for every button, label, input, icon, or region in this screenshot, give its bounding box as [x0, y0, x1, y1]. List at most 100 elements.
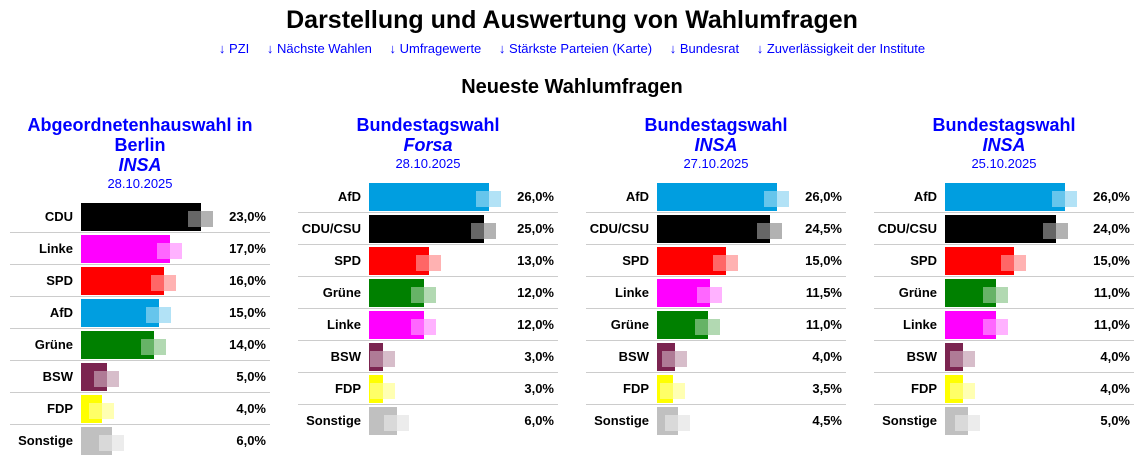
nav-bundesrat[interactable]: ↓ Bundesrat — [669, 41, 740, 56]
margin-inner — [411, 319, 425, 335]
party-value: 13,0% — [514, 244, 558, 277]
margin-inner — [950, 383, 964, 399]
party-row: Grüne 11,0% — [874, 276, 1134, 309]
institute-name[interactable]: Forsa — [403, 135, 453, 155]
party-row: Linke 17,0% — [10, 232, 270, 265]
margin-outer — [777, 191, 789, 207]
institute-name[interactable]: INSA — [694, 135, 738, 155]
margin-outer — [673, 383, 686, 399]
bar-cell — [369, 372, 514, 405]
party-row: BSW 5,0% — [10, 360, 270, 393]
margin-inner — [757, 223, 771, 239]
margin-outer — [963, 351, 976, 367]
poll-date: 27.10.2025 — [683, 156, 749, 171]
margin-outer — [396, 415, 409, 431]
election-title[interactable]: Abgeordnetenhauswahl in Berlin — [27, 115, 253, 155]
party-value: 5,0% — [1100, 413, 1130, 428]
party-row: CDU/CSU 24,5% — [586, 212, 846, 245]
nav-zuverlaessigkeit[interactable]: ↓ Zuverlässigkeit der Institute — [756, 41, 926, 56]
poll-card: Bundestagswahl INSA 27.10.2025 AfD 26,0%… — [586, 115, 846, 436]
party-label: FDP — [298, 372, 369, 405]
margin-outer — [726, 255, 739, 271]
margin-outer — [154, 339, 167, 355]
party-value: 26,0% — [802, 181, 846, 213]
party-value: 3,0% — [514, 340, 558, 373]
party-bar — [945, 215, 1056, 243]
party-row: Grüne 12,0% — [298, 276, 558, 309]
bar-cell — [369, 308, 514, 341]
party-bar — [81, 427, 113, 455]
nav-staerkste-parteien[interactable]: ↓ Stärkste Parteien (Karte) — [498, 41, 653, 56]
party-row: FDP 3,5% — [586, 372, 846, 405]
bar-cell — [369, 405, 514, 437]
margin-inner — [694, 319, 708, 335]
party-label: BSW — [298, 340, 369, 373]
party-bar — [945, 247, 1015, 275]
party-label: BSW — [10, 360, 81, 393]
election-title[interactable]: Bundestagswahl — [932, 115, 1076, 135]
bar-cell — [945, 308, 1090, 341]
party-value: 4,0% — [1090, 372, 1134, 405]
margin-inner — [660, 383, 674, 399]
party-row: SPD 13,0% — [298, 244, 558, 277]
margin-outer — [112, 435, 125, 451]
party-label: FDP — [874, 372, 945, 405]
margin-outer — [424, 287, 437, 303]
nav-umfragewerte[interactable]: ↓ Umfragewerte — [389, 41, 482, 56]
party-bar — [657, 247, 727, 275]
party-value: 4,0% — [226, 392, 270, 425]
margin-outer — [159, 307, 172, 323]
party-label: FDP — [10, 392, 81, 425]
party-bar — [81, 267, 165, 295]
margin-inner — [188, 211, 201, 227]
margin-inner — [383, 415, 397, 431]
margin-inner — [156, 243, 170, 259]
election-title[interactable]: Bundestagswahl — [356, 115, 500, 135]
margin-outer — [677, 415, 690, 431]
margin-inner — [94, 371, 108, 387]
election-title[interactable]: Bundestagswahl — [644, 115, 788, 135]
party-row: BSW 4,0% — [586, 340, 846, 373]
margin-inner — [982, 319, 996, 335]
party-bar — [369, 183, 489, 211]
poll-table: AfD 26,0% CDU/CSU 25,0% SPD 13,0% Grüne 12,… — [298, 181, 558, 436]
bar-cell — [81, 360, 226, 393]
party-label: Sonstige — [882, 413, 937, 428]
margin-outer — [169, 243, 182, 259]
institute-name[interactable]: INSA — [982, 135, 1026, 155]
party-bar — [81, 331, 155, 359]
party-row: SPD 15,0% — [874, 244, 1134, 277]
party-value: 14,0% — [226, 328, 270, 361]
nav-naechste-wahlen[interactable]: ↓ Nächste Wahlen — [266, 41, 372, 56]
bar-cell — [945, 276, 1090, 309]
section-title: Neueste Wahlumfragen — [461, 76, 683, 98]
party-bar — [945, 343, 964, 371]
bar-cell — [81, 425, 226, 457]
party-value: 26,0% — [1090, 181, 1134, 213]
margin-outer — [201, 211, 213, 227]
bar-cell — [81, 392, 226, 425]
party-label: Grüne — [10, 328, 81, 361]
institute-name[interactable]: INSA — [118, 155, 162, 175]
party-label: BSW — [874, 340, 945, 373]
party-bar — [657, 183, 777, 211]
party-label: BSW — [586, 340, 657, 373]
party-row: FDP 4,0% — [874, 372, 1134, 405]
bar-cell — [657, 244, 802, 277]
party-row: AfD 26,0% — [874, 181, 1134, 213]
party-bar — [369, 407, 397, 435]
margin-inner — [411, 287, 425, 303]
poll-header: Bundestagswahl INSA 27.10.2025 — [586, 115, 846, 173]
poll-date: 28.10.2025 — [395, 156, 461, 171]
party-value: 3,0% — [514, 372, 558, 405]
bar-cell — [945, 212, 1090, 245]
margin-inner — [662, 351, 676, 367]
party-bar — [369, 279, 425, 307]
party-label: Sonstige — [18, 433, 73, 448]
bar-cell — [657, 212, 802, 245]
party-value: 5,0% — [226, 360, 270, 393]
bar-cell — [81, 264, 226, 297]
margin-outer — [968, 415, 981, 431]
party-label: SPD — [586, 244, 657, 277]
nav-pzi[interactable]: ↓ PZI — [218, 41, 250, 56]
